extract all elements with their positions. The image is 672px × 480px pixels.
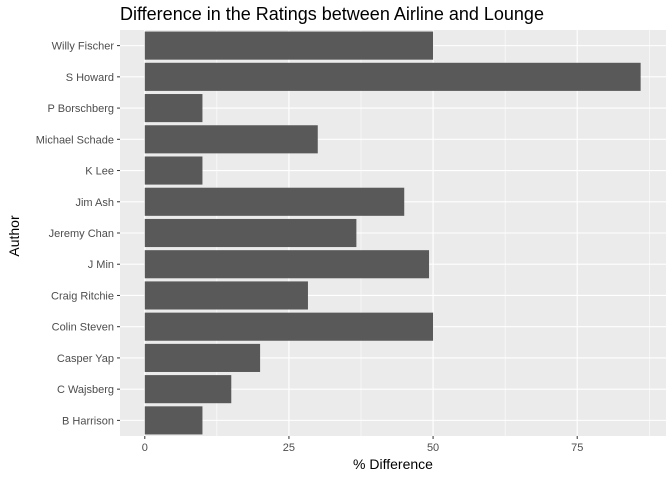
bar [144,281,308,310]
bar [144,218,357,248]
axes: Willy Fischer S Howard P Borschberg Michael… [36,41,584,454]
y-tick-label: Colin Steven [52,322,114,334]
y-tick-label: Casper Yap [57,353,114,365]
x-tick-label: 75 [571,442,583,454]
y-tick-label: Michael Schade [36,134,114,146]
bar [144,375,232,404]
bar [144,343,261,372]
y-tick-label: B Harrison [62,415,114,427]
bar [144,31,434,60]
y-tick-label: Craig Ritchie [51,290,114,302]
bar [144,250,430,279]
x-tick-label: 25 [283,442,295,454]
bar [144,312,434,341]
bar [144,94,203,123]
bar [144,125,318,154]
x-tick-label: 0 [142,442,148,454]
y-axis-label: Author [6,215,22,257]
y-tick-label: K Lee [85,166,114,178]
bar [144,187,405,216]
chart-title: Difference in the Ratings between Airlin… [120,4,544,24]
bar [144,62,641,91]
y-tick-label: C Wajsberg [57,384,114,396]
bars [144,31,641,435]
bar [144,156,203,185]
y-tick-label: Jim Ash [75,197,114,209]
bar [144,406,203,435]
y-tick-label: P Borschberg [48,103,114,115]
x-axis-label: % Difference [353,456,433,472]
x-tick-label: 50 [427,442,439,454]
y-tick-label: Willy Fischer [52,41,115,53]
y-tick-label: Jeremy Chan [49,228,114,240]
y-tick-label: J Min [88,259,114,271]
y-tick-label: S Howard [66,72,114,84]
